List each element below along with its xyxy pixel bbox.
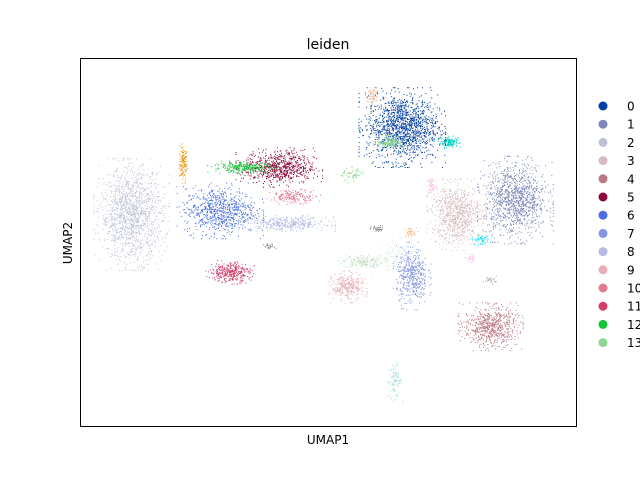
plot-frame	[80, 58, 577, 427]
cluster-points-4-0	[457, 302, 524, 352]
cluster-points-extra-1	[437, 135, 461, 149]
legend-marker-12	[598, 319, 608, 329]
legend-label-11: 11	[627, 300, 640, 314]
cluster-points-0-0	[358, 87, 447, 168]
legend-label-7: 7	[627, 227, 635, 241]
cluster-points-8-0	[237, 215, 336, 233]
legend-marker-11	[598, 301, 608, 311]
legend-label-6: 6	[627, 209, 635, 223]
legend-label-3: 3	[627, 154, 635, 168]
legend-marker-2	[598, 137, 608, 147]
y-axis-label: UMAP2	[61, 222, 75, 264]
cluster-points-13-1	[336, 166, 364, 184]
legend-marker-4	[598, 174, 608, 184]
cluster-points-extra-10	[482, 275, 497, 285]
cluster-points-extra-11	[469, 234, 493, 246]
cluster-points-extra-4	[364, 86, 382, 104]
cluster-points-extra-3	[369, 237, 425, 279]
chart-title: leiden	[307, 37, 350, 53]
cluster-points-extra-12	[465, 253, 475, 264]
legend-label-0: 0	[627, 100, 635, 114]
cluster-points-5-0	[235, 147, 324, 188]
cluster-points-9-0	[328, 270, 368, 304]
cluster-points-3-0	[426, 178, 487, 251]
cluster-points-extra-2	[387, 361, 404, 402]
legend-marker-1	[598, 119, 608, 129]
legend-label-9: 9	[627, 263, 635, 277]
legend-label-1: 1	[627, 118, 635, 132]
legend-marker-7	[598, 228, 608, 238]
cluster-points-11-0	[205, 260, 255, 285]
cluster-points-extra-0	[178, 143, 189, 185]
legend-marker-10	[598, 283, 608, 293]
legend-label-10: 10	[627, 282, 640, 296]
cluster-points-13-0	[373, 134, 407, 150]
cluster-points-extra-7	[338, 253, 388, 270]
legend-marker-0	[598, 101, 608, 111]
cluster-points-7-0	[392, 241, 432, 311]
cluster-points-12-0	[207, 160, 279, 175]
cluster-points-extra-8	[369, 225, 383, 232]
cluster-points-extra-6	[425, 178, 438, 198]
legend-label-5: 5	[627, 191, 635, 205]
scatter-points	[93, 86, 554, 402]
legend-label-13: 13	[627, 336, 640, 350]
legend-marker-5	[598, 192, 608, 202]
legend-label-2: 2	[627, 136, 635, 150]
legend-label-4: 4	[627, 172, 635, 186]
legend-label-12: 12	[627, 318, 640, 332]
legend-marker-3	[598, 156, 608, 166]
legend-label-8: 8	[627, 245, 635, 259]
cluster-points-2-0	[93, 158, 171, 271]
cluster-points-10-0	[266, 188, 321, 205]
legend-marker-9	[598, 265, 608, 275]
legend-marker-13	[598, 338, 608, 348]
cluster-points-extra-5	[403, 227, 418, 239]
cluster-points-extra-9	[263, 243, 277, 250]
legend-marker-6	[598, 210, 608, 220]
cluster-points-6-0	[176, 182, 265, 240]
legend-marker-8	[598, 247, 608, 257]
cluster-points-1-0	[477, 155, 554, 245]
x-axis-label: UMAP1	[307, 433, 349, 447]
